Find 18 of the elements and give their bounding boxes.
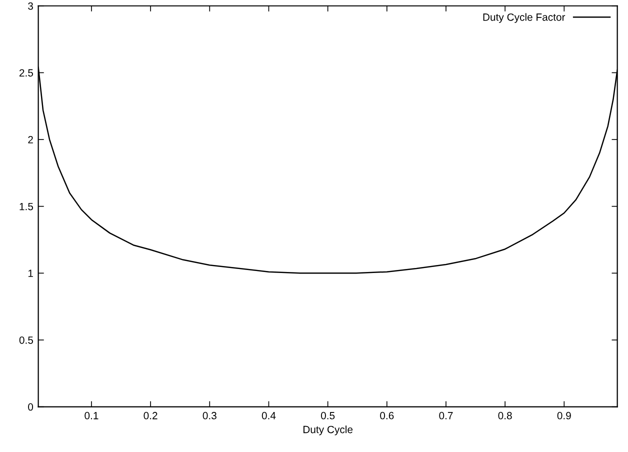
y-tick-label: 2.5	[19, 69, 34, 77]
y-tick-label: 0.5	[19, 336, 34, 344]
y-tick-label: 0	[28, 403, 34, 411]
x-tick-label: 0.8	[498, 412, 512, 420]
x-tick-label: 0.1	[84, 412, 98, 420]
x-tick-label: 0.2	[144, 412, 158, 420]
legend-label: Duty Cycle Factor	[483, 13, 566, 23]
x-tick-label: 0.6	[380, 412, 394, 420]
y-tick-label: 2	[28, 136, 33, 144]
y-tick-label: 1.5	[20, 202, 34, 210]
x-tick-label: 0.7	[439, 412, 453, 420]
x-axis-title: Duty Cycle	[303, 426, 353, 436]
x-tick-label: 0.5	[320, 412, 335, 420]
y-tick-label: 1	[28, 270, 33, 277]
x-tick-label: 0.4	[262, 412, 276, 420]
x-tick-label: 0.9	[557, 412, 571, 420]
x-tick-label: 0.3	[202, 412, 216, 420]
y-tick-label: 3	[28, 2, 33, 10]
